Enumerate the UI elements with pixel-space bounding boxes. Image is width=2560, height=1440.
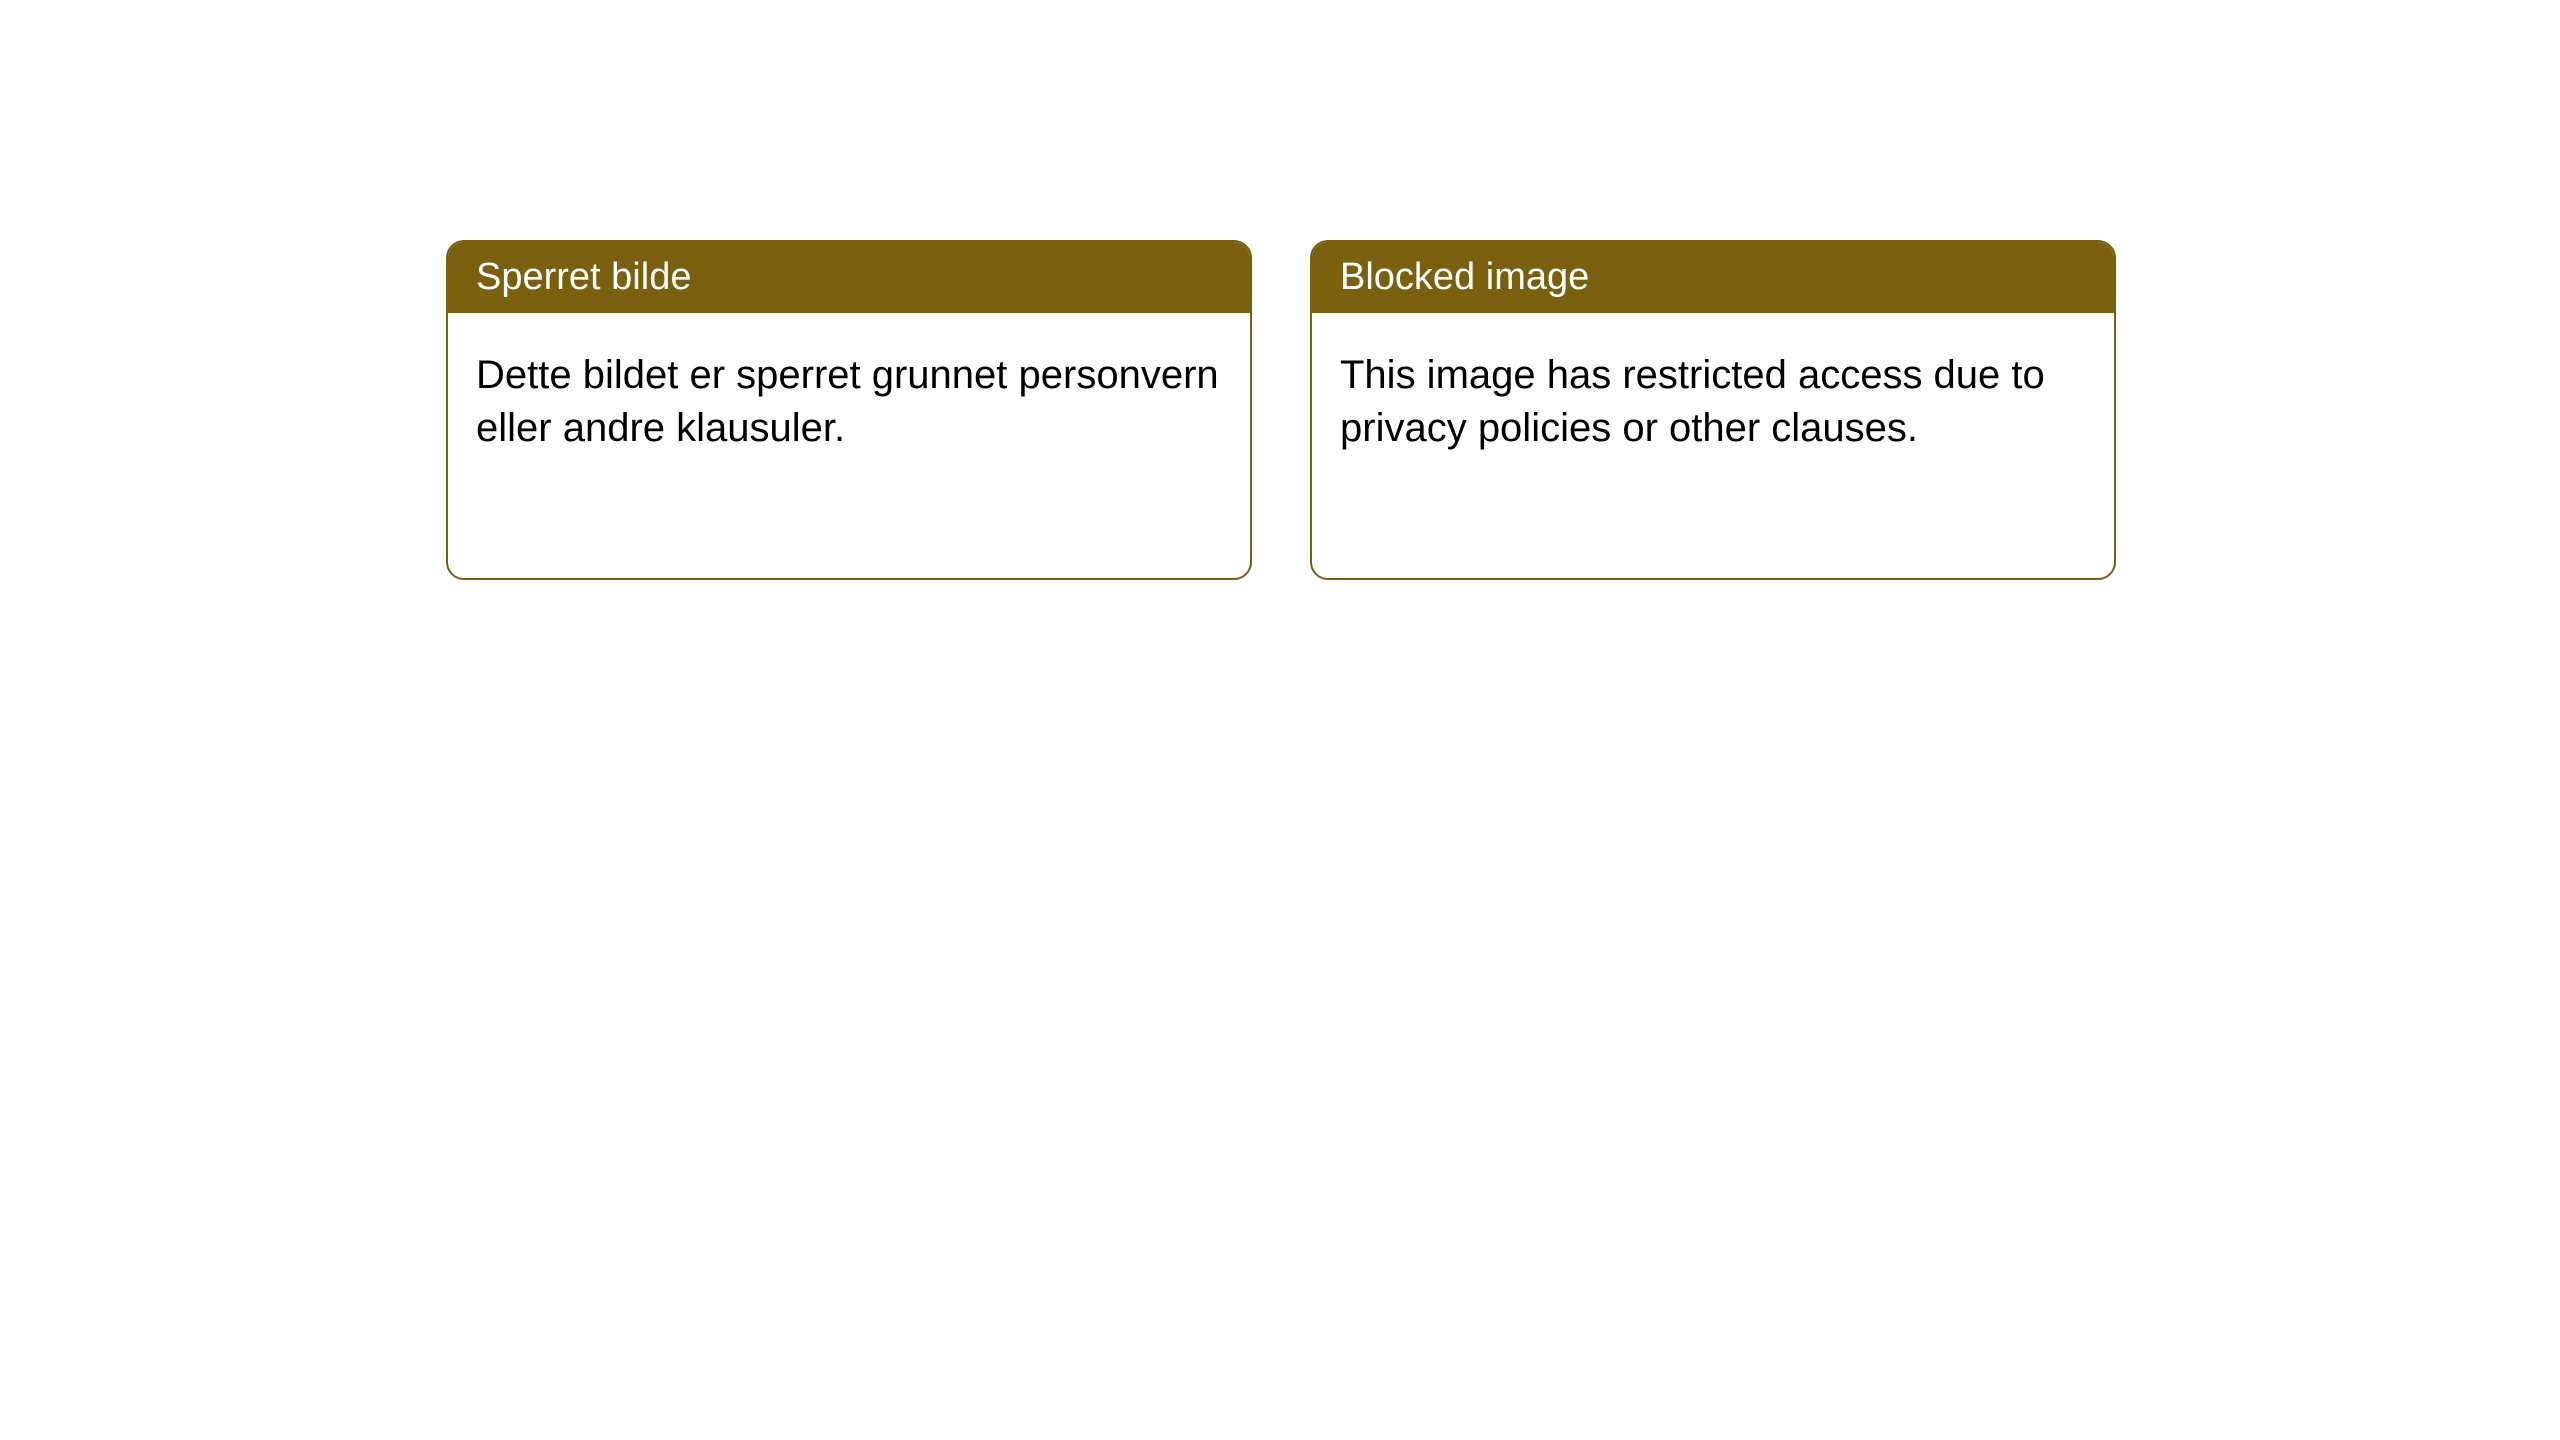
notice-card-norwegian: Sperret bilde Dette bildet er sperret gr…	[446, 240, 1252, 580]
notice-text: Dette bildet er sperret grunnet personve…	[476, 353, 1219, 450]
notice-body: Dette bildet er sperret grunnet personve…	[448, 313, 1250, 578]
notice-cards-container: Sperret bilde Dette bildet er sperret gr…	[446, 240, 2116, 580]
notice-header: Blocked image	[1312, 242, 2114, 313]
notice-card-english: Blocked image This image has restricted …	[1310, 240, 2116, 580]
notice-header: Sperret bilde	[448, 242, 1250, 313]
notice-body: This image has restricted access due to …	[1312, 313, 2114, 578]
notice-text: This image has restricted access due to …	[1340, 353, 2045, 450]
notice-title: Sperret bilde	[476, 256, 691, 298]
notice-title: Blocked image	[1340, 256, 1589, 298]
